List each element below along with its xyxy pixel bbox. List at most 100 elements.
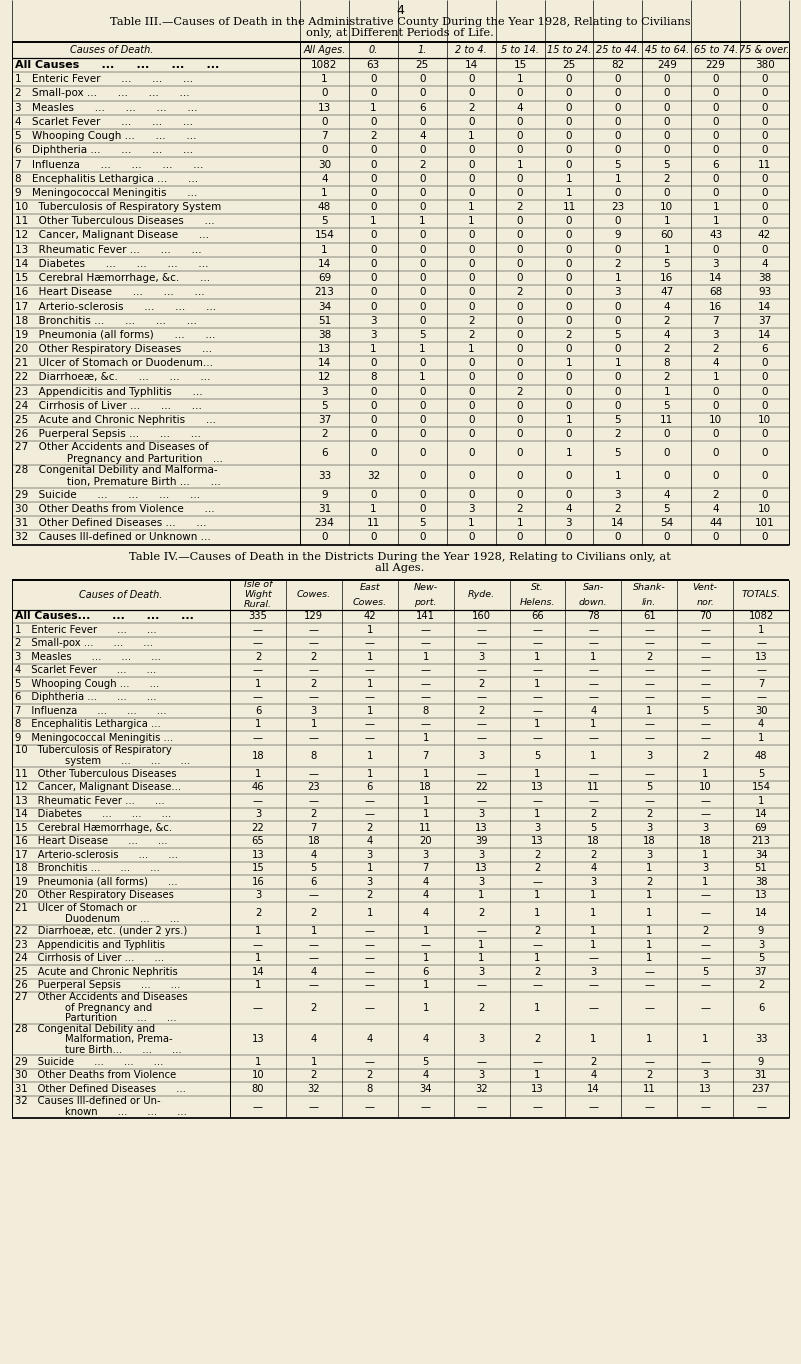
Text: 0: 0	[517, 532, 523, 543]
Text: —: —	[589, 666, 598, 675]
Text: 21 Ulcer of Stomach or Duodenum...: 21 Ulcer of Stomach or Duodenum...	[15, 359, 213, 368]
Text: 3: 3	[478, 750, 485, 761]
Text: 2: 2	[321, 430, 328, 439]
Text: 2: 2	[566, 330, 572, 340]
Text: —: —	[309, 693, 319, 702]
Text: 0: 0	[370, 231, 376, 240]
Text: 0: 0	[517, 344, 523, 355]
Text: 0: 0	[566, 146, 572, 155]
Text: —: —	[644, 1003, 654, 1013]
Text: —: —	[700, 666, 710, 675]
Text: 33: 33	[755, 1034, 767, 1045]
Text: 2: 2	[663, 173, 670, 184]
Text: 0: 0	[566, 117, 572, 127]
Text: 4: 4	[590, 705, 597, 716]
Text: 0: 0	[419, 359, 425, 368]
Text: 4: 4	[422, 877, 429, 887]
Text: 1: 1	[419, 372, 425, 382]
Text: 8: 8	[422, 705, 429, 716]
Text: 1: 1	[321, 244, 328, 255]
Text: Malformation, Prema-: Malformation, Prema-	[15, 1034, 173, 1045]
Text: 3: 3	[614, 490, 621, 499]
Text: 1: 1	[758, 732, 764, 743]
Text: 0: 0	[419, 89, 425, 98]
Text: 0: 0	[761, 102, 768, 113]
Text: 13 Rheumatic Fever ...  ...  ...: 13 Rheumatic Fever ... ... ...	[15, 244, 202, 255]
Text: 25 to 44.: 25 to 44.	[596, 45, 640, 55]
Text: 28 Congenital Debility and Malforma-: 28 Congenital Debility and Malforma-	[15, 465, 218, 476]
Text: 2: 2	[663, 372, 670, 382]
Text: 0: 0	[761, 359, 768, 368]
Text: 26 Puerperal Sepsis  ...  ...: 26 Puerperal Sepsis ... ...	[15, 981, 180, 990]
Text: 12 Cancer, Malignant Disease...: 12 Cancer, Malignant Disease...	[15, 783, 181, 792]
Text: 4: 4	[761, 259, 768, 269]
Text: 0: 0	[517, 471, 523, 481]
Text: 1: 1	[419, 344, 425, 355]
Text: 3: 3	[646, 750, 652, 761]
Text: 4: 4	[422, 1071, 429, 1080]
Text: 0: 0	[419, 288, 425, 297]
Text: —: —	[253, 625, 263, 634]
Text: 18: 18	[420, 783, 432, 792]
Text: —: —	[700, 719, 710, 730]
Text: 0: 0	[517, 231, 523, 240]
Text: 3: 3	[702, 1071, 708, 1080]
Text: 2: 2	[517, 288, 523, 297]
Text: 22 Diarrhoeæ, etc. (under 2 yrs.): 22 Diarrhoeæ, etc. (under 2 yrs.)	[15, 926, 187, 936]
Text: 5: 5	[321, 401, 328, 411]
Text: 2: 2	[758, 981, 764, 990]
Text: 23: 23	[611, 202, 625, 211]
Text: 1: 1	[702, 1034, 708, 1045]
Text: 0: 0	[712, 188, 719, 198]
Text: 0: 0	[370, 301, 376, 311]
Text: 1: 1	[590, 926, 597, 936]
Text: 0: 0	[419, 259, 425, 269]
Text: —: —	[700, 908, 710, 918]
Text: 1: 1	[663, 217, 670, 226]
Text: 0: 0	[566, 231, 572, 240]
Text: 18: 18	[308, 836, 320, 846]
Text: 2: 2	[663, 315, 670, 326]
Text: 1: 1	[422, 795, 429, 806]
Text: 69: 69	[318, 273, 331, 284]
Text: 0: 0	[761, 387, 768, 397]
Text: —: —	[253, 1102, 263, 1112]
Text: 0: 0	[761, 146, 768, 155]
Text: —: —	[477, 981, 486, 990]
Text: 1: 1	[478, 891, 485, 900]
Text: ture Birth...  ...  ...: ture Birth... ... ...	[15, 1045, 182, 1054]
Text: 6: 6	[419, 102, 425, 113]
Text: 7: 7	[712, 315, 719, 326]
Text: 68: 68	[709, 288, 723, 297]
Text: lin.: lin.	[642, 597, 656, 607]
Text: —: —	[533, 940, 542, 949]
Text: 2: 2	[517, 202, 523, 211]
Text: 17 Arterio-sclerosis  ...  ...  ...: 17 Arterio-sclerosis ... ... ...	[15, 301, 216, 311]
Text: 1: 1	[367, 625, 373, 634]
Text: 4: 4	[311, 967, 317, 977]
Text: 0: 0	[419, 430, 425, 439]
Text: 30 Other Deaths from Violence: 30 Other Deaths from Violence	[15, 1071, 176, 1080]
Text: 0: 0	[517, 89, 523, 98]
Text: 2: 2	[614, 430, 621, 439]
Text: 0: 0	[761, 131, 768, 140]
Text: 5: 5	[614, 330, 621, 340]
Text: 1: 1	[478, 940, 485, 949]
Text: 0: 0	[614, 387, 621, 397]
Text: 61: 61	[643, 611, 656, 622]
Text: 0: 0	[663, 102, 670, 113]
Text: 0: 0	[468, 146, 474, 155]
Text: 4: 4	[758, 719, 764, 730]
Text: 0: 0	[370, 415, 376, 426]
Text: 31 Other Defined Diseases  ...: 31 Other Defined Diseases ...	[15, 1084, 186, 1094]
Text: 11: 11	[587, 783, 600, 792]
Text: 2: 2	[311, 908, 317, 918]
Text: 11: 11	[643, 1084, 656, 1094]
Text: 1: 1	[534, 652, 541, 662]
Text: —: —	[533, 1102, 542, 1112]
Text: 3: 3	[590, 877, 597, 887]
Text: 1: 1	[614, 173, 621, 184]
Text: —: —	[309, 795, 319, 806]
Text: 1: 1	[422, 732, 429, 743]
Text: 0: 0	[566, 372, 572, 382]
